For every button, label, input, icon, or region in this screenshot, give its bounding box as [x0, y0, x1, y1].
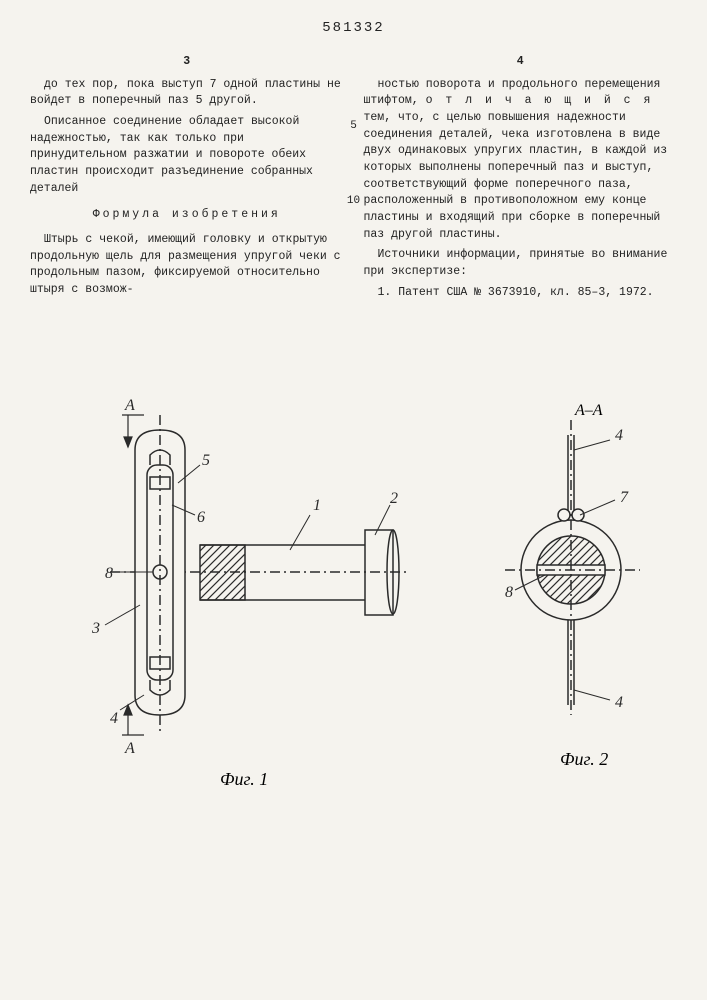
callout2-4a: 4	[615, 427, 623, 444]
left-p3: Штырь с чекой, имеющий головку и открыту…	[30, 232, 344, 299]
callout-2: 2	[390, 490, 398, 507]
callout-A-bottom: А	[124, 740, 135, 757]
margin-line-5: 5	[350, 120, 357, 132]
figures-svg: А А 1 2 3 4 5 6 8 Фиг. 1 А–А	[30, 365, 680, 795]
right-p1-distinct: о т л и ч а ю щ и й с я	[426, 94, 654, 107]
callout-A-top: А	[124, 397, 135, 414]
callout2-4b: 4	[615, 694, 623, 711]
callout-5: 5	[202, 452, 210, 469]
callout-6: 6	[197, 509, 205, 526]
formula-heading: Формула изобретения	[30, 207, 344, 224]
margin-line-10: 10	[347, 195, 360, 207]
col-num-right: 4	[364, 54, 678, 71]
callout-4: 4	[110, 710, 118, 727]
section-label: А–А	[574, 402, 603, 419]
callout-8: 8	[105, 565, 113, 582]
right-p2: Источники информации, принятые во вниман…	[364, 247, 678, 280]
figure-1	[105, 415, 410, 735]
document-number: 581332	[30, 20, 677, 36]
col-num-left: 3	[30, 54, 344, 71]
left-p1: до тех пор, пока выступ 7 одной пластины…	[30, 77, 344, 110]
figure-area: А А 1 2 3 4 5 6 8 Фиг. 1 А–А	[30, 365, 680, 795]
right-p1: ностью поворота и продольного перемещени…	[364, 77, 678, 244]
text-columns: 3 до тех пор, пока выступ 7 одной пласти…	[30, 54, 677, 305]
left-p2: Описанное соединение обладает высокой на…	[30, 114, 344, 197]
fig2-label: Фиг. 2	[560, 749, 608, 769]
fig1-label: Фиг. 1	[220, 769, 268, 789]
right-p1-b: тем, что, с целью повышения надежности с…	[364, 111, 668, 241]
left-column: 3 до тех пор, пока выступ 7 одной пласти…	[30, 54, 344, 305]
figure-2: А–А	[505, 402, 640, 715]
callout-1: 1	[313, 497, 321, 514]
right-column: 4 ностью поворота и продольного перемеще…	[364, 54, 678, 305]
callout2-8: 8	[505, 584, 513, 601]
callout-3: 3	[91, 620, 100, 637]
right-p3: 1. Патент США № 3673910, кл. 85–3, 1972.	[364, 285, 678, 302]
callout2-7: 7	[620, 489, 629, 506]
